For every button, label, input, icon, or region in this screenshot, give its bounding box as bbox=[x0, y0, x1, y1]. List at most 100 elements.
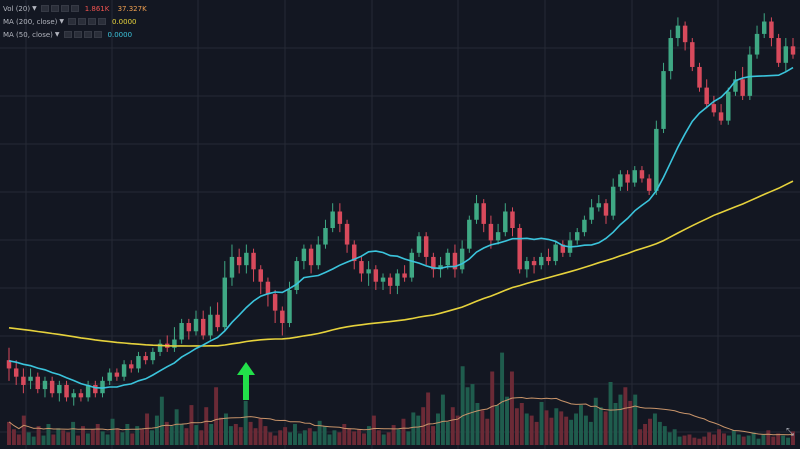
volume-bar bbox=[564, 416, 569, 445]
candle-body bbox=[200, 318, 206, 336]
volume-bar bbox=[184, 428, 189, 445]
volume-bar bbox=[579, 405, 583, 445]
volume-bar bbox=[381, 434, 386, 445]
close-icon[interactable] bbox=[60, 5, 69, 12]
volume-bar bbox=[667, 432, 672, 445]
volume-bar bbox=[746, 435, 751, 445]
candle-body bbox=[574, 232, 580, 241]
volume-bar bbox=[11, 429, 16, 445]
eye-icon[interactable] bbox=[67, 18, 76, 25]
chevron-down-icon[interactable]: ▼ bbox=[54, 31, 60, 38]
volume-bar bbox=[85, 433, 90, 445]
volume-bar bbox=[396, 429, 401, 445]
more-icon[interactable] bbox=[93, 31, 102, 38]
ma50-value: 0.0000 bbox=[107, 30, 133, 39]
close-icon[interactable] bbox=[83, 31, 92, 38]
candle-body bbox=[682, 25, 688, 43]
volume-bar bbox=[233, 424, 238, 445]
chevron-down-icon[interactable]: ▼ bbox=[32, 5, 37, 12]
candle-body bbox=[517, 228, 522, 270]
candle-body bbox=[776, 38, 781, 63]
chevron-down-icon[interactable]: ▼ bbox=[59, 18, 64, 25]
volume-bar bbox=[199, 430, 204, 445]
volume-bar bbox=[431, 426, 436, 445]
volume-bar bbox=[608, 382, 613, 445]
volume-bar bbox=[253, 428, 258, 445]
candle-body bbox=[337, 211, 343, 224]
ma50-line bbox=[8, 66, 794, 389]
volume-bar bbox=[21, 415, 26, 445]
volume-bar bbox=[677, 436, 682, 445]
candle-body bbox=[704, 87, 709, 105]
candle-body bbox=[272, 294, 278, 311]
volume-bar bbox=[243, 400, 248, 445]
volume-bar bbox=[756, 438, 761, 445]
volume-bar bbox=[411, 412, 416, 445]
volume-bar bbox=[781, 435, 786, 445]
volume-bar bbox=[347, 428, 352, 445]
volume-bar bbox=[31, 436, 36, 445]
volume-bar bbox=[460, 366, 465, 445]
volume-bar bbox=[223, 413, 228, 445]
candle-body bbox=[790, 46, 796, 55]
volume-bar bbox=[436, 413, 440, 445]
legend-row-ma50[interactable]: MA (50, close) ▼ 0.0000 bbox=[3, 28, 153, 41]
ma50-indicator-name[interactable]: MA (50, close) bbox=[3, 30, 53, 39]
volume-bar bbox=[707, 432, 712, 445]
settings-icon[interactable] bbox=[50, 5, 59, 12]
candle-body bbox=[28, 376, 33, 381]
more-icon[interactable] bbox=[97, 18, 106, 25]
candle-body bbox=[308, 248, 314, 266]
volume-bar bbox=[712, 434, 717, 445]
volume-bar bbox=[519, 403, 524, 445]
candle-body bbox=[330, 211, 335, 229]
volume-bar bbox=[657, 421, 662, 445]
volume-bar bbox=[416, 415, 421, 445]
legend-row-vol[interactable]: Vol (20) ▼ 1.861K 37.327K bbox=[3, 2, 153, 15]
settings-icon[interactable] bbox=[73, 31, 82, 38]
candle-body bbox=[733, 79, 738, 92]
candle-body bbox=[244, 252, 249, 266]
volume-bar bbox=[559, 411, 564, 445]
candle-body bbox=[114, 372, 120, 377]
volume-bar bbox=[786, 437, 791, 445]
close-icon[interactable] bbox=[87, 18, 96, 25]
settings-icon[interactable] bbox=[77, 18, 86, 25]
volume-bar bbox=[450, 407, 455, 445]
candle-body bbox=[646, 178, 652, 191]
volume-bar bbox=[495, 405, 500, 445]
eye-icon[interactable] bbox=[63, 31, 72, 38]
volume-bar bbox=[110, 418, 115, 445]
candle-body bbox=[754, 33, 760, 55]
candle-body bbox=[718, 112, 724, 121]
candle-body bbox=[596, 203, 602, 208]
expand-icon[interactable]: ⤡ bbox=[786, 427, 794, 438]
candle-body bbox=[409, 252, 415, 278]
candle-body bbox=[603, 203, 609, 216]
candle-body bbox=[553, 244, 558, 262]
candle-body bbox=[661, 71, 666, 129]
candle-body bbox=[452, 252, 458, 270]
volume-bar bbox=[391, 425, 396, 445]
volume-bar bbox=[268, 432, 273, 445]
volume-bar bbox=[554, 408, 559, 445]
candle-body bbox=[352, 244, 357, 262]
candle-body bbox=[236, 256, 242, 266]
volume-bar bbox=[475, 403, 480, 445]
candle-body bbox=[6, 360, 12, 369]
legend-row-ma200[interactable]: MA (200, close) ▼ 0.0000 bbox=[3, 15, 153, 28]
indicator-legend: Vol (20) ▼ 1.861K 37.327K MA (200, close… bbox=[3, 2, 153, 41]
ma200-indicator-name[interactable]: MA (200, close) bbox=[3, 17, 58, 26]
candle-body bbox=[539, 256, 544, 266]
volume-bar bbox=[593, 397, 598, 445]
candle-body bbox=[42, 380, 48, 390]
candle-body bbox=[280, 310, 285, 324]
vol-indicator-name[interactable]: Vol (20) bbox=[3, 4, 31, 13]
candle-body bbox=[222, 277, 228, 328]
eye-icon[interactable] bbox=[40, 5, 49, 12]
more-icon[interactable] bbox=[70, 5, 79, 12]
volume-bar bbox=[332, 430, 337, 445]
